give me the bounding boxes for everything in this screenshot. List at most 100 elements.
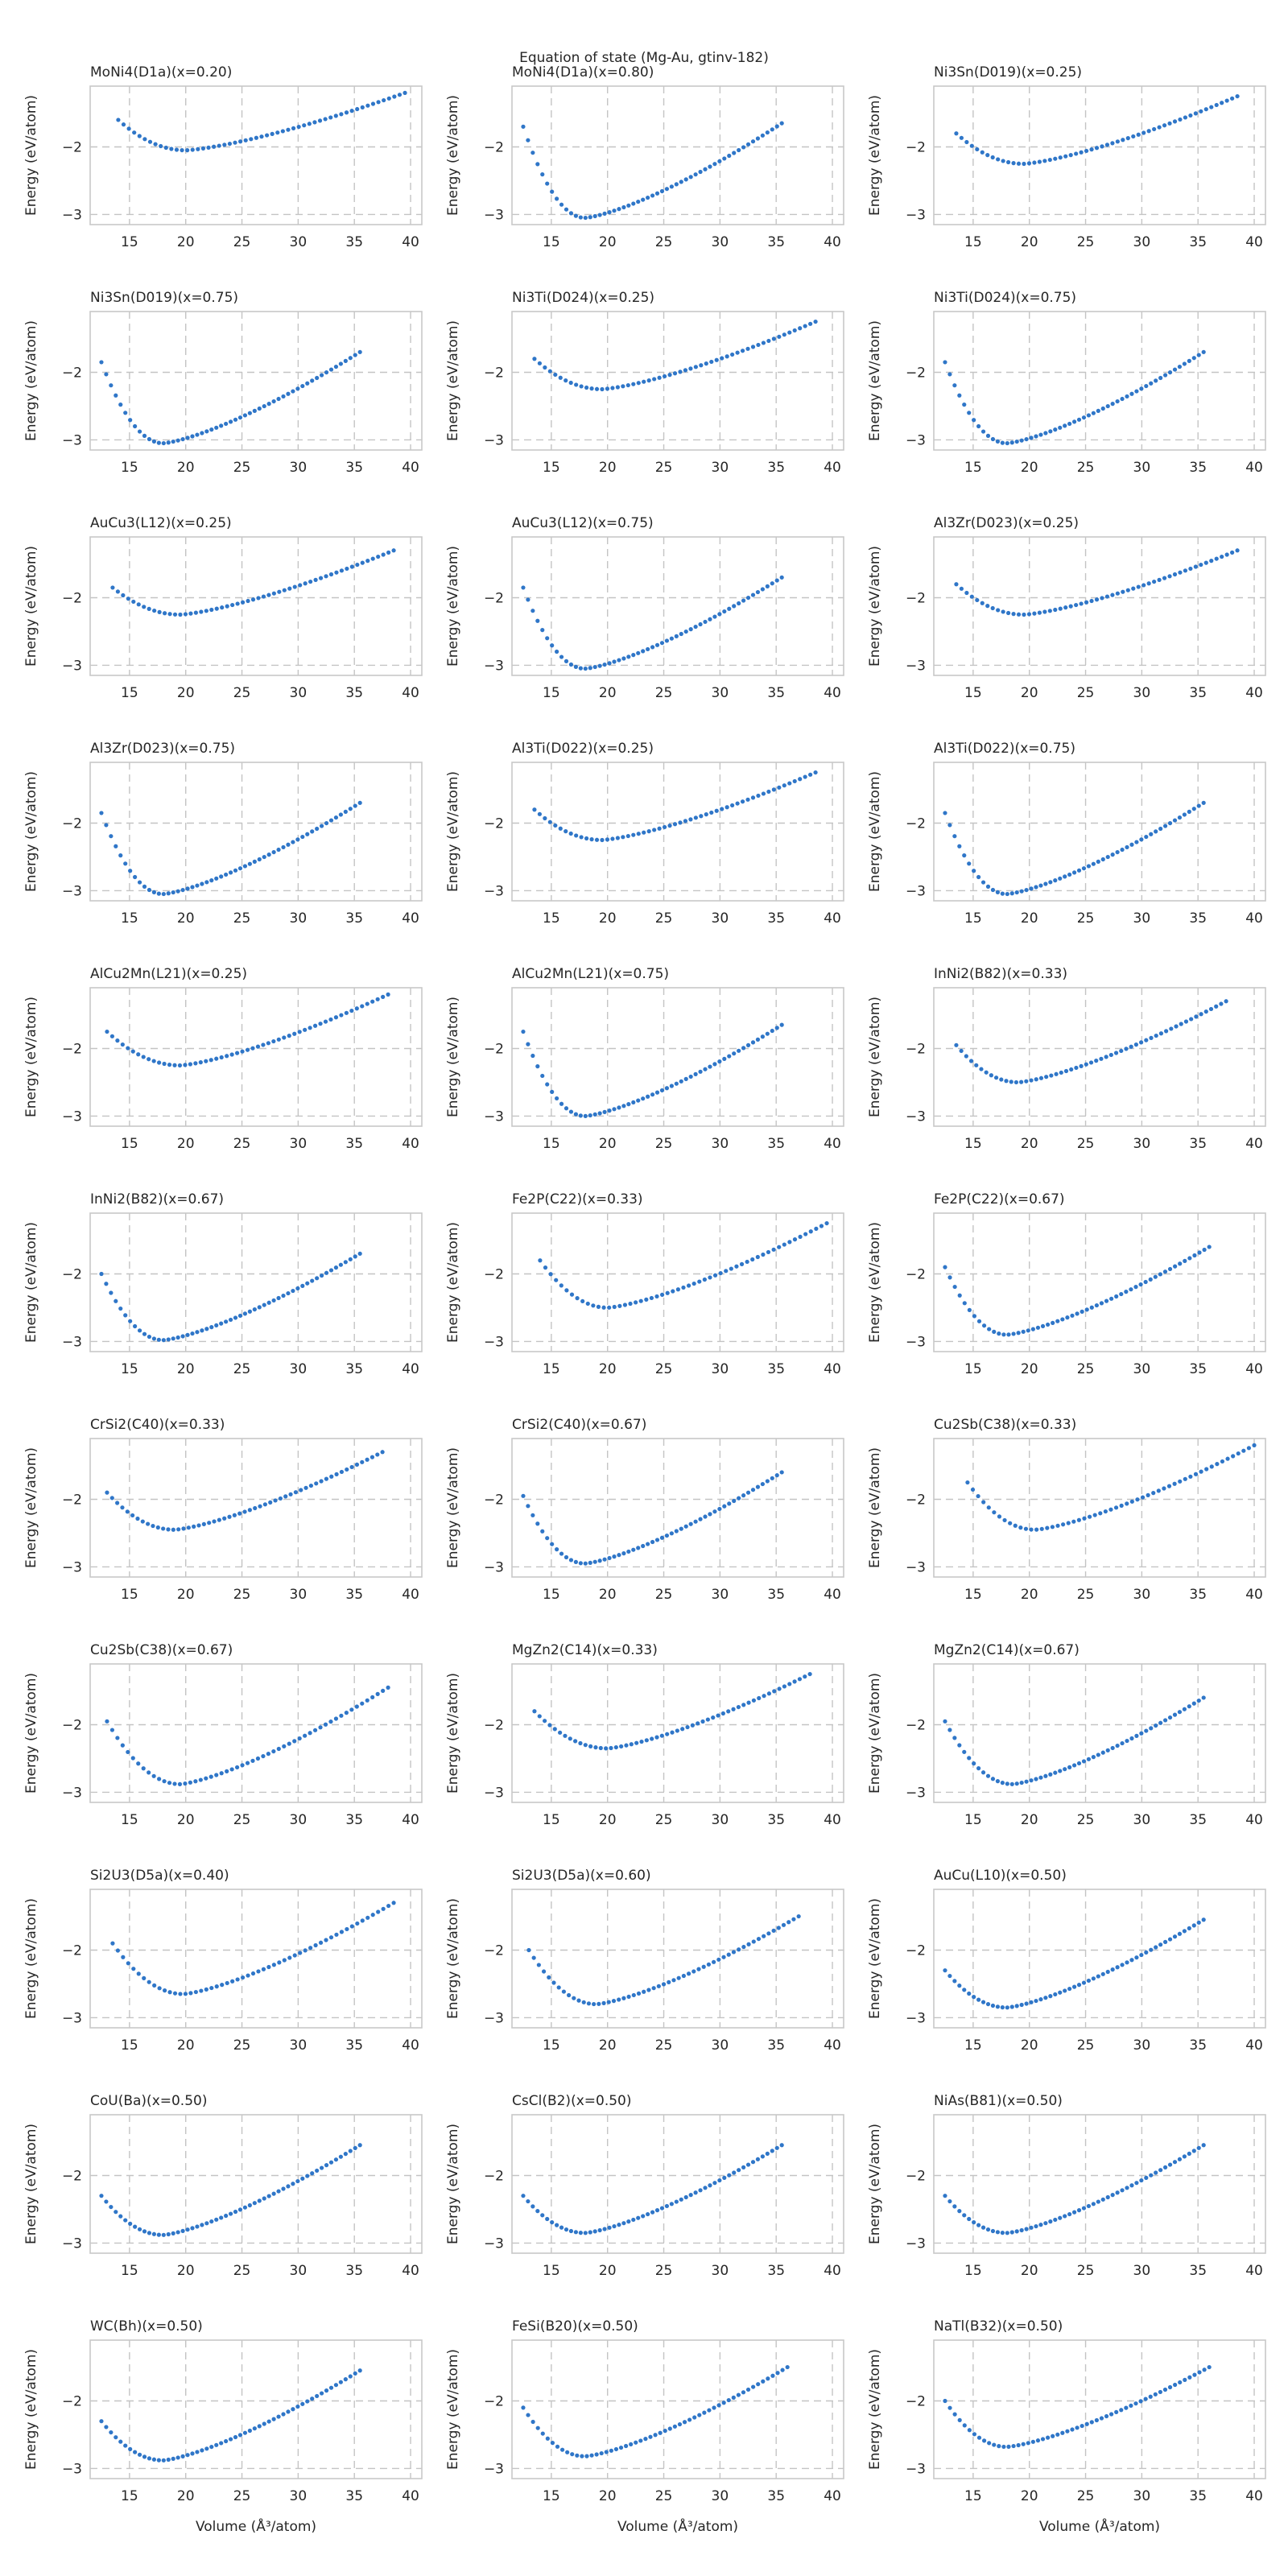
data-point: [1115, 849, 1120, 855]
data-point: [1138, 2399, 1143, 2404]
data-point: [281, 844, 286, 850]
data-point: [334, 570, 339, 575]
x-tick-label: 35: [767, 1587, 785, 1603]
data-point: [1201, 1695, 1206, 1700]
data-point: [654, 1294, 659, 1299]
data-point: [1061, 1522, 1066, 1527]
data-point: [247, 2202, 252, 2208]
data-point: [765, 1031, 770, 1036]
data-point: [612, 1554, 617, 1559]
data-point: [214, 606, 219, 611]
data-point: [579, 384, 584, 389]
data-point: [250, 1758, 255, 1763]
data-point: [1158, 1031, 1164, 1036]
data-point: [386, 1685, 390, 1690]
data-point: [1000, 1781, 1005, 1785]
data-point: [1034, 1998, 1038, 2004]
data-point: [195, 2224, 200, 2229]
data-point: [193, 610, 198, 615]
data-point: [701, 1964, 706, 1969]
data-point: [602, 1557, 607, 1562]
data-point: [161, 891, 166, 897]
data-point: [1009, 440, 1014, 445]
data-point: [381, 1688, 386, 1693]
data-point: [185, 2227, 190, 2232]
data-point: [1129, 1499, 1134, 1504]
data-point: [156, 440, 161, 445]
y-tick-label: −2: [484, 365, 504, 382]
data-point: [155, 1525, 160, 1530]
x-tick-label: 35: [767, 234, 785, 250]
data-point: [947, 1728, 952, 1732]
plot-frame: [89, 987, 423, 1127]
data-point: [1089, 1305, 1094, 1310]
data-point: [225, 1769, 229, 1773]
data-point: [1047, 157, 1052, 163]
data-point: [1162, 1269, 1168, 1274]
data-point: [777, 1245, 782, 1249]
chart-panel: Ni3Ti(D024)(x=0.75)15 20 25 30 35 40−3−2Energ…: [867, 290, 1266, 476]
data-point: [1149, 1947, 1154, 1952]
data-point: [270, 131, 275, 136]
panel-title: AlCu2Mn(L21)(x=0.75): [512, 966, 669, 982]
data-point: [209, 427, 214, 432]
data-point: [962, 1988, 967, 1992]
data-point: [240, 1975, 246, 1980]
data-point: [626, 203, 631, 208]
data-point: [1129, 1958, 1134, 1963]
data-point: [638, 2438, 643, 2443]
x-tick-label: 20: [1021, 2037, 1038, 2054]
data-point: [607, 2225, 612, 2230]
x-tick-label: 40: [402, 2037, 419, 2054]
data-point: [612, 208, 617, 213]
data-point: [980, 601, 985, 605]
data-point: [726, 2397, 731, 2403]
data-point: [224, 2213, 229, 2219]
data-point: [1104, 1298, 1109, 1303]
data-point: [674, 1529, 679, 1534]
data-point: [771, 1247, 776, 1252]
data-point: [1011, 612, 1016, 617]
data-point: [209, 1985, 214, 1991]
y-tick-label: −3: [484, 1334, 504, 1350]
data-point: [1104, 2413, 1109, 2419]
data-point: [1058, 155, 1063, 160]
data-point: [222, 1516, 227, 1521]
data-point: [732, 604, 737, 609]
data-point: [1065, 2429, 1070, 2434]
data-point: [722, 1504, 727, 1509]
plot-frame: [511, 536, 844, 676]
data-point: [1163, 2165, 1168, 2169]
data-point: [99, 2419, 104, 2424]
y-axis-label: Energy (eV/atom): [867, 95, 883, 216]
data-point: [1203, 1009, 1208, 1014]
panel-title: Al3Zr(D023)(x=0.75): [90, 741, 235, 757]
x-tick-label: 40: [1245, 1136, 1263, 1152]
x-tick-label: 40: [824, 1587, 841, 1603]
x-tick-label: 15: [543, 2488, 560, 2504]
data-point: [1050, 1525, 1055, 1530]
data-point: [1188, 113, 1193, 118]
data-point: [1043, 1996, 1048, 2000]
data-point: [219, 1771, 224, 1776]
data-point: [402, 90, 407, 95]
x-tick-label: 25: [1077, 234, 1095, 250]
data-point: [328, 1719, 333, 1724]
y-tick-label: −3: [484, 658, 504, 674]
data-point: [1100, 857, 1105, 862]
data-point: [1144, 1038, 1149, 1042]
data-point: [228, 419, 233, 424]
data-point: [597, 2227, 602, 2233]
data-point: [1134, 1733, 1139, 1738]
data-point: [133, 1323, 138, 1329]
data-point: [328, 115, 333, 120]
data-point: [1192, 1253, 1197, 1258]
data-point: [1149, 2173, 1154, 2178]
data-point: [1174, 1024, 1179, 1029]
data-point: [245, 1047, 250, 1052]
data-point: [970, 1487, 976, 1492]
data-point: [1158, 826, 1163, 832]
x-tick-label: 20: [599, 2263, 617, 2279]
x-tick-label: 20: [1021, 1812, 1038, 1828]
data-point: [365, 1915, 370, 1920]
